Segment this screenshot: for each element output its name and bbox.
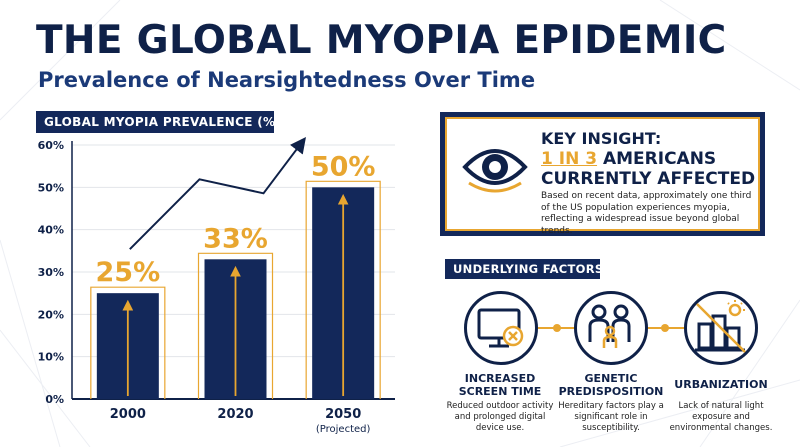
- insight-title: KEY INSIGHT:: [541, 129, 662, 148]
- factor-connector: [646, 324, 684, 332]
- page-subtitle: Prevalence of Nearsightedness Over Time: [38, 68, 536, 92]
- bar-frame: [90, 286, 166, 399]
- bar-frame: [197, 252, 274, 399]
- data-label: 25%: [96, 257, 161, 288]
- factor-title-line: SCREEN TIME: [458, 385, 542, 398]
- page-title: THE GLOBAL MYOPIA EPIDEMIC: [36, 18, 727, 63]
- insight-line2-rest: AMERICANS: [597, 149, 717, 169]
- family-icon: [588, 304, 631, 348]
- factor-description-screen: Reduced outdoor activity and prolonged d…: [446, 401, 554, 433]
- factor-title-line: INCREASED: [464, 372, 536, 385]
- factor-description-genetic: Hereditary factors play a significant ro…: [558, 401, 664, 433]
- factor-description-urban: Lack of natural light exposure and envir…: [669, 401, 773, 433]
- connector-dot: [553, 324, 561, 332]
- bar-frame: [305, 180, 381, 399]
- factor-circle-urban: [684, 291, 758, 365]
- connector-dot: [661, 324, 669, 332]
- x-tick-label: 2000: [110, 407, 146, 422]
- bar-chart: 0% 10% 20% 30% 40% 50% 60% 25% 2000 33% 2020 50% 205…: [38, 136, 395, 435]
- x-tick-note: (Projected): [316, 424, 371, 435]
- factor-title-urban: URBANIZATION: [674, 378, 768, 391]
- y-tick-label: 0%: [45, 393, 64, 406]
- data-label: 50%: [311, 151, 376, 182]
- screen-icon: [477, 308, 524, 348]
- factor-connector: [538, 324, 576, 332]
- factor-title-line: PREDISPOSITION: [558, 385, 664, 398]
- x-tick-label: 2020: [217, 407, 253, 422]
- key-insight-inner: KEY INSIGHT: 1 IN 3 AMERICANS CURRENTLY …: [445, 117, 760, 236]
- y-tick-label: 60%: [38, 139, 64, 152]
- insight-description: Based on recent data, approximately one …: [541, 191, 752, 236]
- factor-title-genetic: GENETIC PREDISPOSITION: [551, 372, 671, 398]
- y-tick-label: 50%: [38, 181, 64, 194]
- city-icon: [695, 300, 746, 353]
- x-tick-label: 2050: [325, 407, 361, 422]
- factor-circle-genetic: [574, 291, 648, 365]
- insight-highlight: 1 IN 3: [541, 149, 598, 169]
- insight-headline: 1 IN 3 AMERICANS: [541, 149, 716, 169]
- factor-title-line: GENETIC: [584, 372, 638, 385]
- data-label: 33%: [203, 223, 268, 254]
- insight-subheadline: CURRENTLY AFFECTED: [541, 169, 756, 189]
- trend-arrow: [129, 136, 306, 250]
- factor-title-screen: INCREASED SCREEN TIME: [440, 372, 560, 398]
- eye-icon: [462, 149, 528, 193]
- factors-header: UNDERLYING FACTORS: [445, 259, 603, 279]
- y-tick-label: 40%: [38, 224, 64, 237]
- key-insight-box: KEY INSIGHT: 1 IN 3 AMERICANS CURRENTLY …: [440, 112, 765, 236]
- y-tick-label: 10%: [38, 351, 64, 364]
- y-tick-label: 20%: [38, 308, 64, 321]
- factor-circle-screen: [464, 291, 538, 365]
- chart-title: GLOBAL MYOPIA PREVALENCE (%): [36, 111, 281, 133]
- y-tick-label: 30%: [38, 266, 64, 279]
